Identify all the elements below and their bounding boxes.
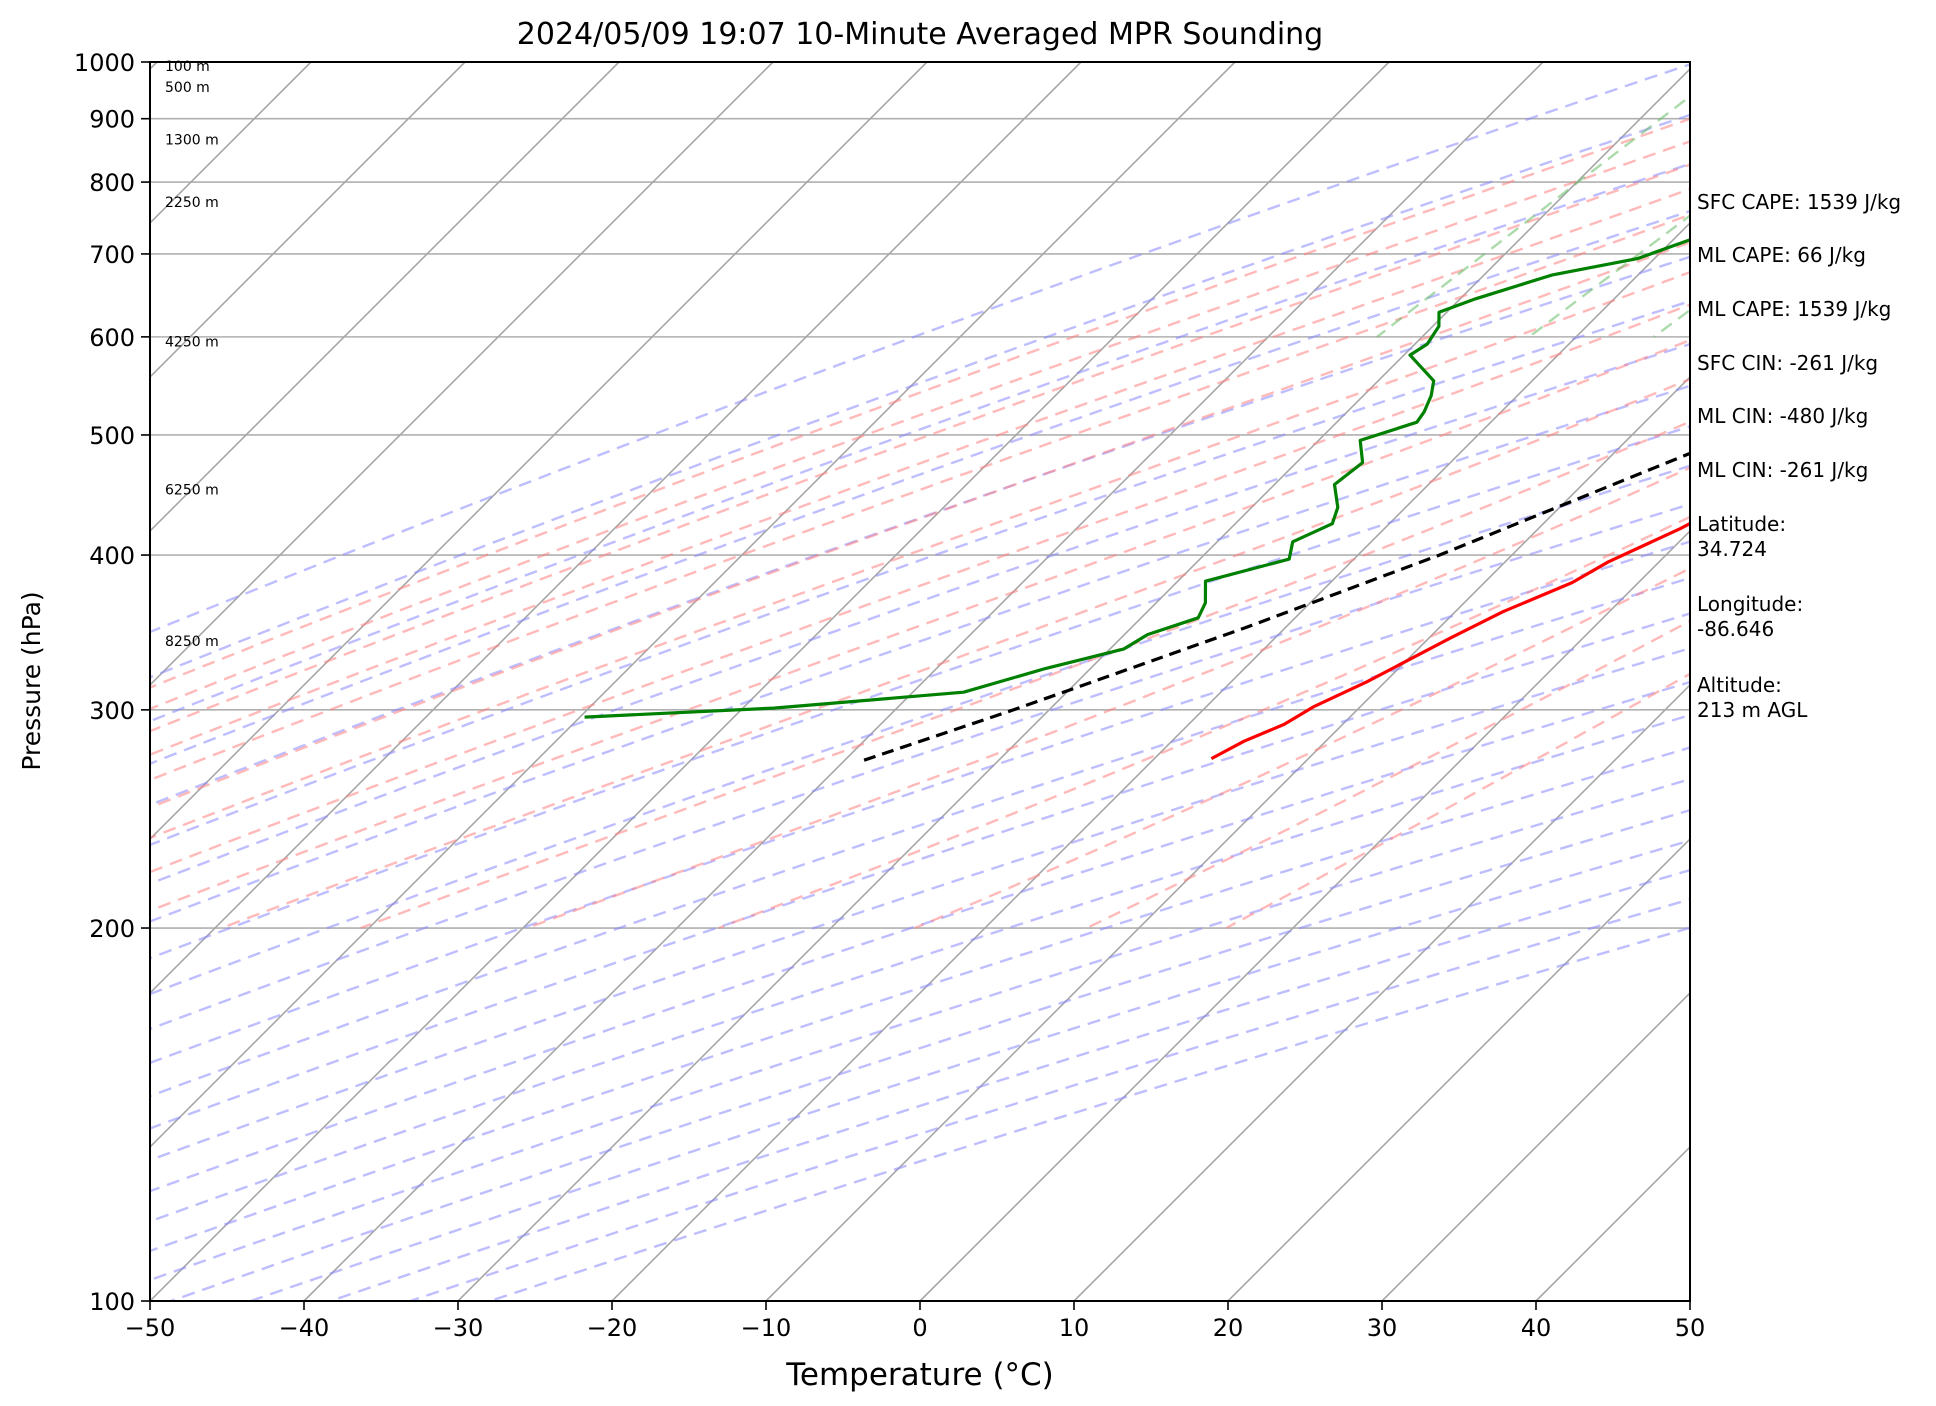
isotherm-line xyxy=(303,62,1544,1301)
dry-adiabat-line xyxy=(150,576,1690,1098)
stat-sfc-cin: SFC CIN: -261 J/kg xyxy=(1697,351,1879,375)
height-label: 4250 m xyxy=(165,334,219,350)
mixing-ratio-line xyxy=(1376,94,1690,338)
stat-ml-cape-1: ML CAPE: 66 J/kg xyxy=(1697,243,1866,267)
isotherm-line xyxy=(150,62,1236,1149)
isotherm-line xyxy=(457,67,1690,1301)
altitude-label: Altitude: xyxy=(1697,673,1782,697)
isotherm-line xyxy=(765,375,1690,1301)
moist-adiabat-line xyxy=(150,163,1690,733)
x-tick-label: −10 xyxy=(741,1314,792,1342)
y-tick-label: 1000 xyxy=(74,49,135,77)
dry-adiabat-line xyxy=(150,646,1690,1162)
x-tick-label: −40 xyxy=(279,1314,330,1342)
isotherm-line xyxy=(150,62,928,841)
height-label: 1300 m xyxy=(165,132,219,148)
height-label: 8250 m xyxy=(165,634,219,650)
x-axis-ticks: −50 −40 −30 −20 −10 0 10 20 30 40 50 xyxy=(125,1301,1706,1342)
stat-ml-cape-2: ML CAPE: 1539 J/kg xyxy=(1697,297,1892,321)
moist-adiabat-line xyxy=(150,140,1690,711)
moist-adiabat-line xyxy=(150,241,1690,809)
y-tick-label: 100 xyxy=(89,1288,135,1316)
stats-panel: SFC CAPE: 1539 J/kg ML CAPE: 66 J/kg ML … xyxy=(1697,0,1901,722)
dry-adiabat-line xyxy=(150,342,1690,885)
dry-adiabat-line xyxy=(150,502,1690,1031)
isotherm-line xyxy=(150,62,1390,1301)
dry-adiabat-line xyxy=(150,540,1690,1065)
altitude-value: 213 m AGL xyxy=(1697,698,1808,722)
background-lines xyxy=(150,62,1690,1301)
y-axis-label: Pressure (hPa) xyxy=(17,591,46,770)
isotherm-line xyxy=(150,62,1082,995)
moist-adiabat-line xyxy=(150,187,1690,757)
stat-sfc-cape: SFC CAPE: 1539 J/kg xyxy=(1697,190,1902,214)
y-tick-label: 500 xyxy=(89,422,135,450)
isotherm-line xyxy=(1381,991,1690,1301)
y-tick-label: 300 xyxy=(89,697,135,725)
x-tick-label: −20 xyxy=(587,1314,638,1342)
moist-adiabat-line xyxy=(718,515,1690,930)
temperature-profile-line xyxy=(1210,521,1690,761)
height-label: 2250 m xyxy=(165,195,219,211)
dry-adiabat-line xyxy=(150,746,1690,1253)
x-axis-label: Temperature (°C) xyxy=(785,1357,1054,1393)
series-layer xyxy=(584,238,1690,763)
y-tick-label: 400 xyxy=(89,542,135,570)
x-tick-label: 0 xyxy=(912,1314,927,1342)
x-tick-label: 40 xyxy=(1521,1314,1552,1342)
mixing-ratio-line xyxy=(1528,214,1690,338)
y-tick-label: 600 xyxy=(89,324,135,352)
isotherm-line xyxy=(1227,837,1690,1301)
isotherm-line xyxy=(150,62,620,533)
dry-adiabat-line xyxy=(150,680,1690,1193)
latitude-label: Latitude: xyxy=(1697,512,1787,536)
chart-title: 2024/05/09 19:07 10-Minute Averaged MPR … xyxy=(517,17,1323,52)
y-tick-label: 700 xyxy=(89,241,135,269)
x-tick-label: 20 xyxy=(1213,1314,1244,1342)
stat-ml-cin-2: ML CIN: -261 J/kg xyxy=(1697,458,1869,482)
x-tick-label: 50 xyxy=(1675,1314,1706,1342)
moist-adiabat-line xyxy=(150,270,1690,840)
x-tick-label: −50 xyxy=(125,1314,176,1342)
isotherm-line xyxy=(150,62,466,379)
y-tick-label: 900 xyxy=(89,106,135,134)
latitude-value: 34.724 xyxy=(1697,537,1767,561)
isotherm-line xyxy=(611,221,1690,1301)
dry-adiabat-line xyxy=(150,384,1690,923)
y-tick-label: 800 xyxy=(89,169,135,197)
height-label: 6250 m xyxy=(165,482,219,498)
isotherm-line xyxy=(919,529,1690,1301)
longitude-label: Longitude: xyxy=(1697,592,1804,616)
dewpoint-profile-line xyxy=(584,238,1690,719)
isotherm-line xyxy=(150,62,774,687)
height-label: 500 m xyxy=(165,80,210,96)
dry-adiabat-line xyxy=(150,299,1690,847)
longitude-value: -86.646 xyxy=(1697,617,1775,641)
dry-adiabat-line xyxy=(150,425,1690,960)
dry-adiabat-line xyxy=(150,255,1690,807)
x-tick-label: −30 xyxy=(433,1314,484,1342)
isotherm-line xyxy=(1073,683,1690,1301)
stat-ml-cin-1: ML CIN: -480 J/kg xyxy=(1697,404,1869,428)
x-tick-label: 10 xyxy=(1059,1314,1090,1342)
dry-adiabat-line xyxy=(150,162,1690,723)
x-tick-label: 30 xyxy=(1367,1314,1398,1342)
dry-adiabat-line xyxy=(150,209,1690,765)
dry-adiabat-line xyxy=(150,113,1690,679)
moist-adiabat-line xyxy=(150,213,1690,782)
y-axis-ticks: 1000 900 800 700 600 500 400 300 200 100 xyxy=(74,49,150,1316)
dry-adiabat-line xyxy=(150,777,1690,1282)
y-tick-label: 200 xyxy=(89,915,135,943)
